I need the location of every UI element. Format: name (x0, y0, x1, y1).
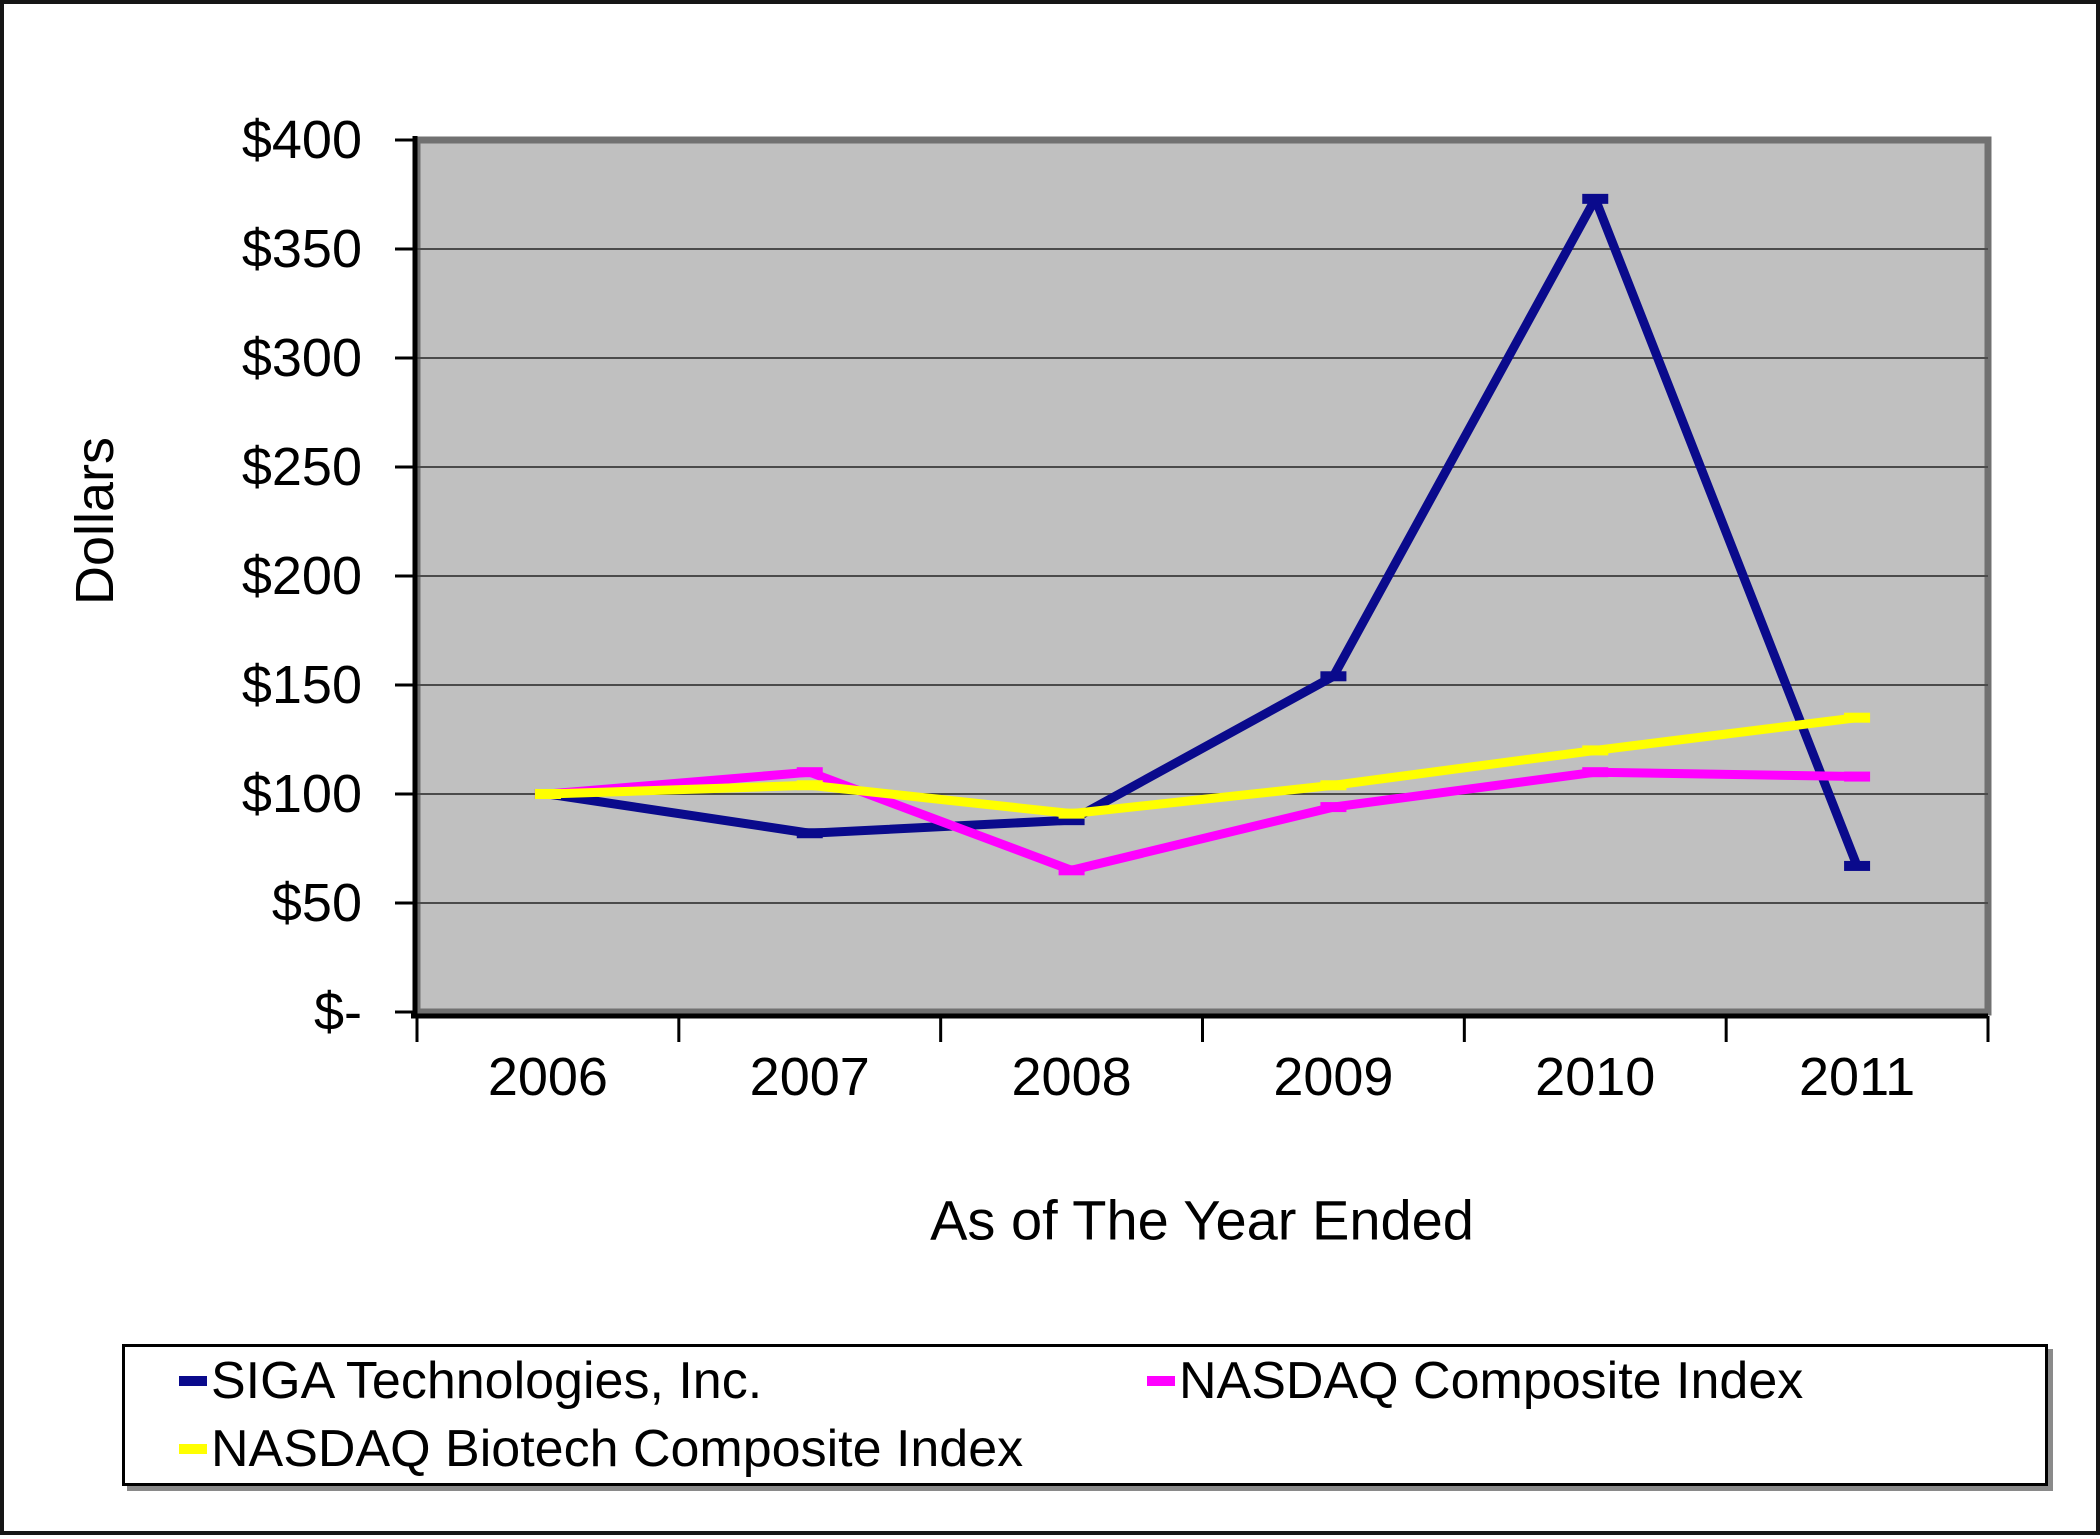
series-marker-0 (1844, 860, 1871, 871)
series-marker-1 (796, 767, 823, 778)
y-tick-label: $200 (241, 546, 362, 606)
series-marker-2 (1320, 780, 1347, 791)
series-line-1 (543, 767, 1862, 875)
legend-label-nasdaq-biotech: NASDAQ Biotech Composite Index (211, 1420, 1024, 1478)
series-marker-0 (1320, 671, 1347, 682)
series-marker-1 (1582, 767, 1609, 778)
legend-marker-nasdaq-composite-line-icon (1147, 1376, 1175, 1386)
y-tick-label: $250 (241, 437, 362, 497)
legend-row-1: SIGA Technologies, Inc. NASDAQ Composite… (179, 1347, 2045, 1415)
y-tick-label: $300 (241, 328, 362, 388)
legend-item-siga: SIGA Technologies, Inc. (179, 1351, 1147, 1411)
x-axis-title: As of The Year Ended (930, 1188, 1474, 1252)
legend-label-siga: SIGA Technologies, Inc. (211, 1352, 763, 1410)
series-marker-2 (1582, 745, 1609, 756)
legend-item-nasdaq-composite: NASDAQ Composite Index (1147, 1351, 1803, 1411)
legend: SIGA Technologies, Inc. NASDAQ Composite… (122, 1344, 2048, 1486)
series-marker-0 (1582, 193, 1609, 204)
x-tick-label: 2006 (487, 1047, 608, 1107)
series-line-2 (543, 713, 1862, 819)
series-marker-2 (796, 780, 823, 791)
legend-row-2: NASDAQ Biotech Composite Index (179, 1415, 2045, 1483)
y-tick-label: $- (313, 982, 362, 1042)
series-line-0 (543, 194, 1862, 871)
series-marker-2 (1844, 712, 1871, 723)
x-tick-label: 2008 (1011, 1047, 1132, 1107)
y-tick-label: $400 (241, 110, 362, 170)
series-marker-1 (1844, 771, 1871, 782)
legend-item-nasdaq-biotech: NASDAQ Biotech Composite Index (179, 1419, 1147, 1479)
plot-area (395, 136, 1992, 1042)
legend-marker-nasdaq-biotech-line-icon (179, 1444, 207, 1454)
series-marker-0 (796, 828, 823, 839)
y-tick-label: $150 (241, 655, 362, 715)
series-marker-1 (1320, 802, 1347, 813)
y-tick-label: $350 (241, 219, 362, 279)
y-tick-label: $50 (271, 873, 362, 933)
x-tick-label: 2009 (1273, 1047, 1394, 1107)
series-marker-2 (534, 789, 561, 799)
series-marker-0 (1058, 815, 1085, 826)
legend-label-nasdaq-composite: NASDAQ Composite Index (1179, 1352, 1804, 1410)
series-marker-2 (1058, 808, 1085, 819)
x-tick-label: 2010 (1535, 1047, 1656, 1107)
x-tick-label: 2011 (1799, 1047, 1916, 1107)
x-tick-label: 2007 (749, 1047, 870, 1107)
y-tick-label: $100 (241, 764, 362, 824)
series-marker-1 (1058, 865, 1085, 876)
legend-marker-siga-line-icon (179, 1376, 207, 1386)
